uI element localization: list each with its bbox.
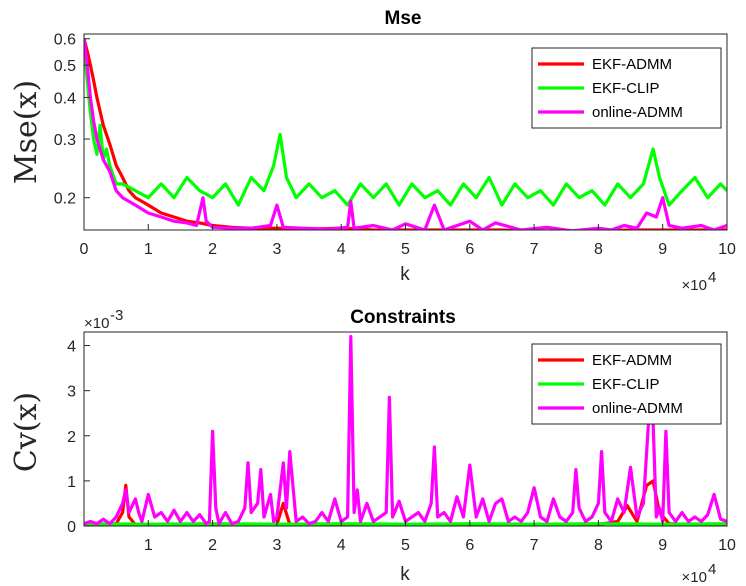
mse-y-tick-label: 0.4 bbox=[54, 90, 76, 107]
constraints-legend-label-2: online-ADMM bbox=[592, 400, 683, 417]
constraints-y-multiplier: ×10 bbox=[84, 315, 109, 332]
constraints-x-tick-label: 6 bbox=[465, 537, 474, 554]
constraints-panel: Constraints 1 2 3 4 5 6 7 8 9 10 0 1 2 3 4 k Cv(x) ×1… bbox=[9, 307, 736, 586]
mse-y-tick-label: 0.5 bbox=[54, 58, 76, 75]
constraints-x-ticks: 1 2 3 4 5 6 7 8 9 10 bbox=[144, 520, 736, 554]
constraints-y-tick-label: 4 bbox=[67, 339, 76, 356]
mse-series-line-2 bbox=[84, 38, 727, 230]
constraints-legend-label-1: EKF-CLIP bbox=[592, 376, 660, 393]
constraints-x-tick-label: 7 bbox=[530, 537, 539, 554]
mse-title: Mse bbox=[385, 8, 422, 29]
mse-legend-label-1: EKF-CLIP bbox=[592, 80, 660, 97]
constraints-title: Constraints bbox=[350, 307, 456, 328]
mse-y-tick-label: 0.6 bbox=[54, 32, 76, 49]
constraints-series-line-2 bbox=[84, 334, 727, 526]
constraints-y-tick-label: 2 bbox=[67, 429, 76, 446]
constraints-y-tick-label: 3 bbox=[67, 384, 76, 401]
mse-y-ticks: 0.2 0.3 0.4 0.5 0.6 bbox=[54, 32, 90, 208]
constraints-x-multiplier: ×10 bbox=[682, 569, 707, 586]
mse-legend: EKF-ADMM EKF-CLIP online-ADMM bbox=[531, 47, 722, 129]
constraints-x-tick-label: 4 bbox=[337, 537, 346, 554]
mse-legend-label-2: online-ADMM bbox=[592, 104, 683, 121]
constraints-x-tick-label: 8 bbox=[594, 537, 603, 554]
mse-x-tick-label: 6 bbox=[465, 241, 474, 258]
constraints-x-tick-label: 3 bbox=[272, 537, 281, 554]
mse-x-tick-label: 10 bbox=[718, 241, 736, 258]
mse-y-tick-label: 0.2 bbox=[54, 191, 76, 208]
constraints-x-tick-label: 10 bbox=[718, 537, 736, 554]
mse-series-line-1 bbox=[84, 43, 727, 207]
mse-x-tick-label: 9 bbox=[658, 241, 667, 258]
constraints-x-tick-label: 9 bbox=[658, 537, 667, 554]
mse-x-multiplier-exp: 4 bbox=[708, 269, 716, 286]
mse-x-tick-label: 7 bbox=[530, 241, 539, 258]
constraints-y-tick-label: 0 bbox=[67, 519, 76, 536]
mse-x-tick-label: 4 bbox=[337, 241, 346, 258]
constraints-x-tick-label: 1 bbox=[144, 537, 153, 554]
mse-y-label: Mse(x) bbox=[9, 80, 44, 184]
mse-x-tick-label: 8 bbox=[594, 241, 603, 258]
constraints-y-multiplier-exp: -3 bbox=[110, 307, 123, 324]
constraints-x-tick-label: 5 bbox=[401, 537, 410, 554]
constraints-legend-label-0: EKF-ADMM bbox=[592, 352, 672, 369]
constraints-y-label: Cv(x) bbox=[9, 392, 44, 472]
constraints-x-multiplier-exp: 4 bbox=[708, 561, 716, 578]
mse-x-ticks: 0 1 2 3 4 5 6 7 8 9 10 bbox=[80, 224, 736, 258]
mse-x-tick-label: 2 bbox=[208, 241, 217, 258]
mse-x-tick-label: 1 bbox=[144, 241, 153, 258]
mse-x-multiplier: ×10 bbox=[682, 277, 707, 294]
mse-x-tick-label: 3 bbox=[272, 241, 281, 258]
constraints-x-label: k bbox=[400, 564, 410, 585]
constraints-x-tick-label: 2 bbox=[208, 537, 217, 554]
mse-panel: Mse 0 1 2 3 4 5 6 7 8 9 10 0.2 0.3 0.4 0.5 0.6 k Mse(x… bbox=[9, 8, 736, 294]
mse-x-tick-label: 5 bbox=[401, 241, 410, 258]
mse-legend-label-0: EKF-ADMM bbox=[592, 56, 672, 73]
mse-y-tick-label: 0.3 bbox=[54, 132, 76, 149]
constraints-y-tick-label: 1 bbox=[67, 474, 76, 491]
mse-x-tick-label: 0 bbox=[80, 241, 89, 258]
mse-x-label: k bbox=[400, 264, 410, 285]
constraints-legend: EKF-ADMM EKF-CLIP online-ADMM bbox=[531, 343, 722, 425]
constraints-y-ticks: 0 1 2 3 4 bbox=[67, 339, 90, 536]
